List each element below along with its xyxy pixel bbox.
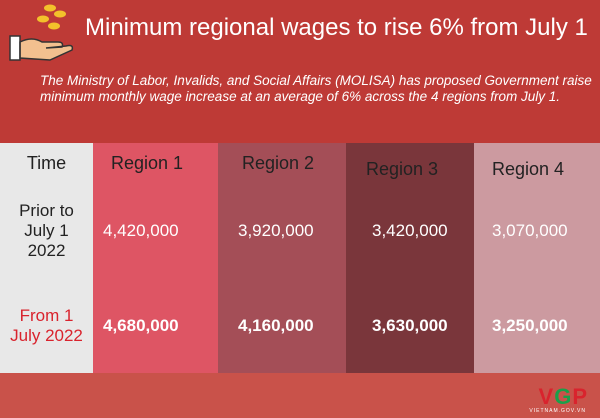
header-banner [0,0,600,143]
time-column: Time Prior to July 1 2022 From 1 July 20… [0,143,93,373]
region-2-from-value: 4,160,000 [238,316,314,335]
region-3-header: Region 3 [366,158,439,179]
region-2-prior-value: 3,920,000 [238,221,314,240]
vgp-logo: VGP [539,384,589,410]
page-title: Minimum regional wages to rise 6% from J… [85,14,588,41]
footer-bar [0,373,600,418]
hand-coins-icon [9,4,74,61]
wage-table: Time Prior to July 1 2022 From 1 July 20… [0,143,600,373]
time-header: Time [26,152,67,173]
region-2-header: Region 2 [242,152,315,173]
logo-subtext: VIETNAM.GOV.VN [529,408,586,414]
region-4-prior-value: 3,070,000 [492,221,568,240]
region-4-column: Region 4 3,070,000 3,250,000 [474,143,600,373]
region-1-prior-value: 4,420,000 [103,221,179,240]
description-text: The Ministry of Labor, Invalids, and Soc… [40,73,592,104]
region-2-column: Region 2 3,920,000 4,160,000 [218,143,346,373]
logo-letter-p: P [572,384,588,409]
region-3-from-value: 3,630,000 [372,316,448,335]
row-time-from: From 1 July 2022 [10,306,83,345]
region-1-header: Region 1 [111,152,184,173]
logo-letter-v: V [538,384,555,409]
region-3-column: Region 3 3,420,000 3,630,000 [346,143,474,373]
region-3-prior-value: 3,420,000 [372,221,448,240]
logo-letter-g: G [554,384,573,409]
region-4-from-value: 3,250,000 [492,316,568,335]
region-4-header: Region 4 [492,158,565,179]
region-1-from-value: 4,680,000 [103,316,179,335]
row-time-prior: Prior to July 1 2022 [19,201,74,260]
region-1-column: Region 1 4,420,000 4,680,000 [93,143,218,373]
